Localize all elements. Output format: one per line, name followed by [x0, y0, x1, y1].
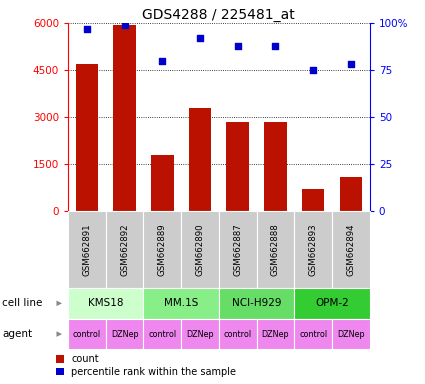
Bar — [76, 64, 98, 211]
Bar — [302, 189, 324, 211]
Bar — [106, 211, 143, 288]
Text: KMS18: KMS18 — [88, 298, 124, 308]
Text: GSM662891: GSM662891 — [82, 223, 91, 276]
Bar — [219, 211, 257, 288]
Legend: count, percentile rank within the sample: count, percentile rank within the sample — [56, 354, 236, 377]
Bar — [294, 319, 332, 349]
Point — [272, 43, 279, 49]
Bar — [181, 211, 219, 288]
Bar — [106, 319, 143, 349]
Bar — [219, 288, 294, 319]
Text: DZNep: DZNep — [262, 329, 289, 339]
Text: DZNep: DZNep — [186, 329, 214, 339]
Point — [234, 43, 241, 49]
Bar — [257, 319, 294, 349]
Text: GSM662887: GSM662887 — [233, 223, 242, 276]
Point — [121, 22, 128, 28]
Text: OPM-2: OPM-2 — [315, 298, 349, 308]
Text: control: control — [73, 329, 101, 339]
Point — [83, 26, 90, 32]
Text: GSM662892: GSM662892 — [120, 223, 129, 276]
Bar — [181, 319, 219, 349]
Bar — [219, 319, 257, 349]
Text: GSM662889: GSM662889 — [158, 223, 167, 276]
Text: cell line: cell line — [2, 298, 42, 308]
Point — [348, 61, 354, 68]
Text: GSM662888: GSM662888 — [271, 223, 280, 276]
Bar — [227, 122, 249, 211]
Text: agent: agent — [2, 329, 32, 339]
Text: control: control — [224, 329, 252, 339]
Text: DZNep: DZNep — [111, 329, 139, 339]
Text: GSM662890: GSM662890 — [196, 223, 204, 276]
Bar — [332, 319, 370, 349]
Text: GSM662893: GSM662893 — [309, 223, 317, 276]
Bar — [294, 211, 332, 288]
Bar — [68, 211, 106, 288]
Point — [159, 58, 166, 64]
Bar — [143, 319, 181, 349]
Text: DZNep: DZNep — [337, 329, 365, 339]
Text: control: control — [148, 329, 176, 339]
Title: GDS4288 / 225481_at: GDS4288 / 225481_at — [142, 8, 295, 22]
Text: MM.1S: MM.1S — [164, 298, 198, 308]
Text: control: control — [299, 329, 327, 339]
Bar — [294, 288, 370, 319]
Bar — [151, 155, 173, 211]
Bar — [143, 288, 219, 319]
Bar — [189, 108, 211, 211]
Bar — [68, 288, 143, 319]
Point — [197, 35, 204, 41]
Bar — [340, 177, 362, 211]
Bar — [332, 211, 370, 288]
Bar — [113, 25, 136, 211]
Text: GSM662894: GSM662894 — [346, 223, 355, 276]
Text: NCI-H929: NCI-H929 — [232, 298, 281, 308]
Bar — [257, 211, 294, 288]
Bar — [143, 211, 181, 288]
Bar — [264, 122, 287, 211]
Bar — [68, 319, 106, 349]
Point — [310, 67, 317, 73]
